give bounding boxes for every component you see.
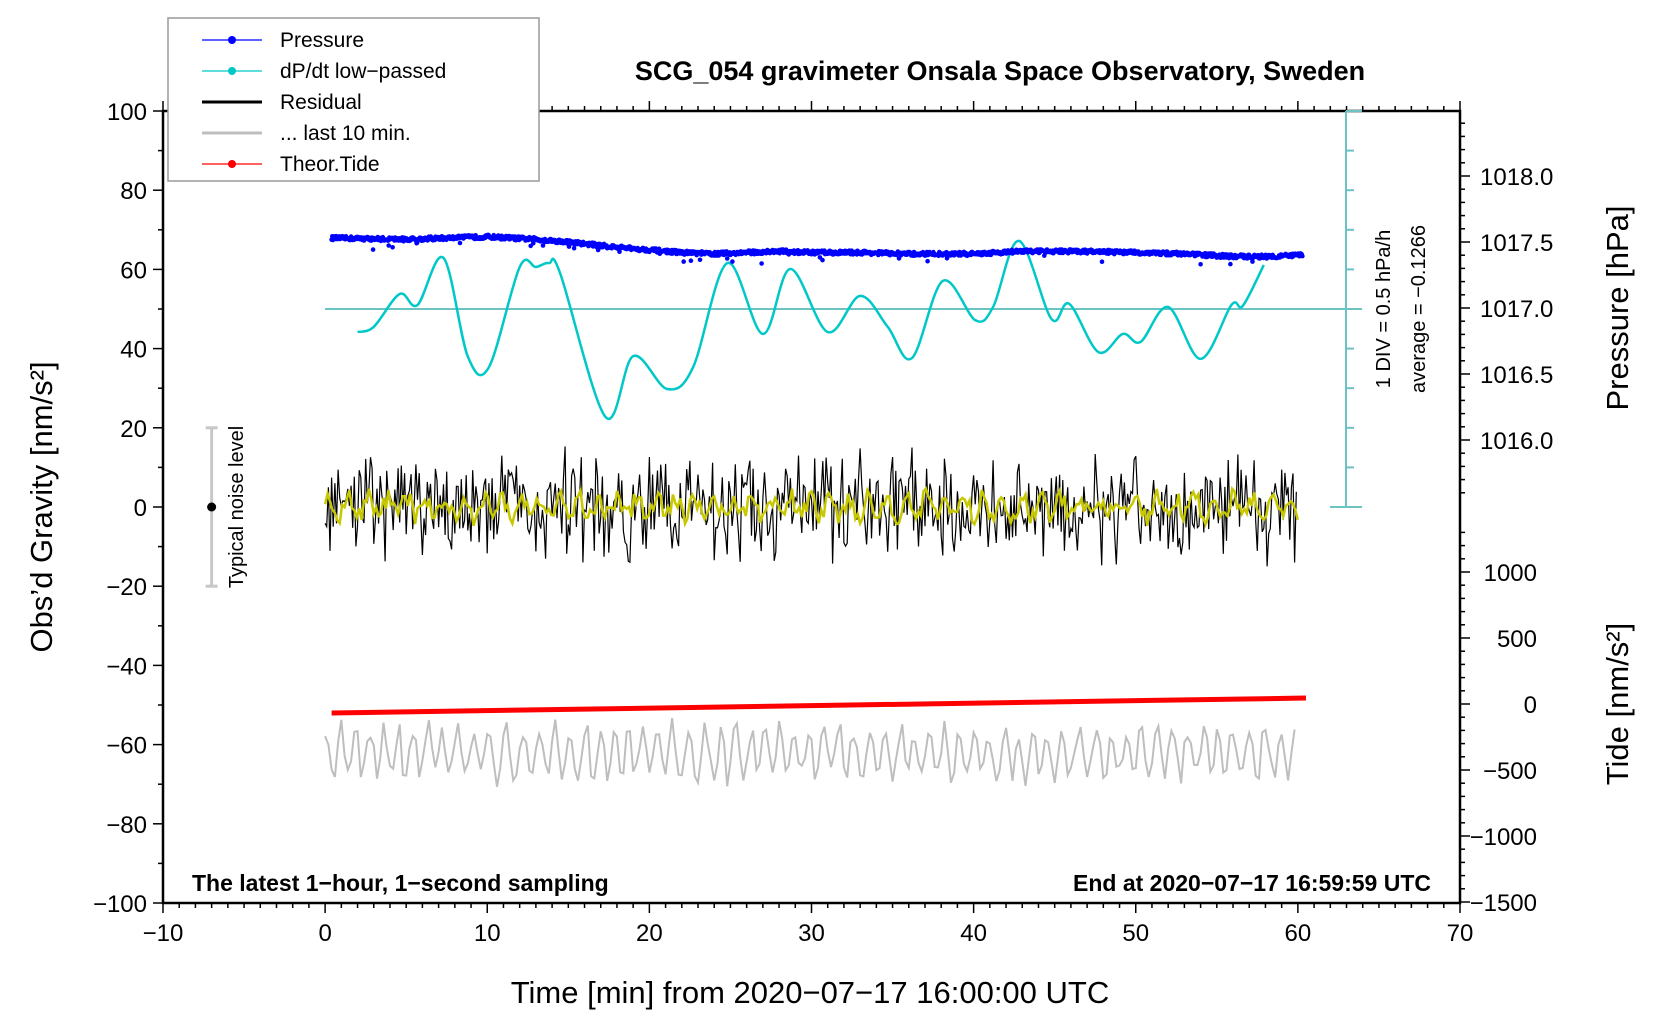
y-tick-label: 40 [120, 337, 147, 364]
pressure-point [566, 244, 572, 249]
y-tick-label: 100 [107, 99, 147, 126]
legend-label: ... last 10 min. [280, 122, 411, 145]
y-tick-label: 20 [120, 416, 147, 443]
x-tick-label: 0 [318, 920, 331, 947]
pressure-tick-label: 1016.5 [1480, 362, 1553, 389]
y-tick-label: −80 [106, 812, 147, 839]
dpdt-average-label: average = −0.1266 [1408, 225, 1430, 393]
tide-tick-label: 500 [1497, 626, 1537, 653]
dpdt-curve [357, 239, 1265, 421]
y-axis-tide: 1000 500 0 −500 −1000 −1500 [1460, 531, 1537, 917]
pressure-tick-label: 1017.5 [1480, 230, 1553, 257]
legend-marker [228, 67, 236, 75]
x-tick-label: 30 [798, 920, 825, 947]
dpdt-div-label: 1 DIV = 0.5 hPa/h [1373, 230, 1395, 388]
tide-tick-label: 1000 [1484, 560, 1537, 587]
pressure-point [688, 258, 694, 264]
x-tick-label: 10 [474, 920, 501, 947]
pressure-tick-label: 1016.0 [1480, 428, 1553, 455]
x-tick-label: 60 [1285, 920, 1312, 947]
dpdt-series [357, 239, 1265, 421]
legend-marker [228, 36, 236, 44]
legend-label: dP/dt low−passed [280, 60, 446, 83]
pressure-point [540, 243, 546, 248]
y-axis-left: 100 80 60 40 20 0 −20 −40 −60 −80 −100 [93, 99, 163, 918]
legend-marker [228, 160, 236, 168]
pressure-point [681, 259, 686, 264]
legend-box [167, 17, 540, 182]
pressure-point [697, 257, 703, 263]
tide-tick-label: −1000 [1470, 824, 1537, 851]
chart-title: SCG_054 gravimeter Onsala Space Observat… [635, 56, 1365, 86]
pressure-point [457, 240, 463, 246]
pressure-tick-label: 1017.0 [1480, 296, 1553, 323]
y-tick-label: 0 [134, 495, 147, 522]
y-tick-label: 60 [120, 257, 147, 284]
pressure-point [386, 243, 392, 248]
legend-label: Residual [280, 91, 362, 114]
last-10-min-line [324, 717, 1296, 787]
noise-level-label: Typical noise level [226, 426, 248, 588]
tide-line [331, 695, 1307, 716]
tide-axis-title: Tide [nm/s²] [1600, 623, 1635, 786]
residual-series [324, 446, 1297, 567]
pressure-point [944, 255, 950, 261]
pressure-point [759, 261, 764, 266]
x-axis-title: Time [min] from 2020−07−17 16:00:00 UTC [511, 975, 1110, 1010]
pressure-point [1198, 262, 1203, 267]
pressure-series [329, 232, 1305, 267]
x-tick-label: −10 [143, 920, 184, 947]
noise-level-bar [205, 426, 218, 588]
pressure-axis-title: Pressure [hPa] [1600, 205, 1635, 410]
x-tick-label: 20 [636, 920, 663, 947]
y-tick-label: −60 [106, 733, 147, 760]
dpdt-scale-bar [325, 110, 1362, 508]
residual-line [324, 446, 1297, 567]
pressure-point [1099, 259, 1105, 265]
tide-tick-label: 0 [1524, 692, 1537, 719]
pressure-point [531, 241, 536, 246]
pressure-point [370, 247, 376, 252]
tide-tick-label: −1500 [1470, 890, 1537, 917]
pressure-point [820, 257, 825, 263]
x-axis: −10 0 10 20 30 40 50 60 70 [143, 101, 1474, 947]
y-tick-label: 80 [120, 178, 147, 205]
x-tick-label: 40 [960, 920, 987, 947]
x-tick-label: 50 [1122, 920, 1149, 947]
y-tick-label: −20 [106, 574, 147, 601]
y-axis-title: Obs’d Gravity [nm/s²] [24, 361, 59, 652]
y-tick-label: −100 [93, 891, 147, 918]
theor-tide-series [331, 695, 1307, 716]
end-time-annotation: End at 2020−07−17 16:59:59 UTC [1073, 870, 1431, 896]
residual-smoothed-line [323, 485, 1300, 529]
pressure-point [1300, 253, 1305, 259]
residual-smoothed-series [323, 485, 1300, 529]
y-tick-label: −40 [106, 653, 147, 680]
pressure-point [571, 245, 577, 251]
pressure-tick-label: 1018.0 [1480, 164, 1553, 191]
pressure-point [617, 249, 622, 254]
tide-tick-label: −500 [1483, 758, 1537, 785]
pressure-point [724, 256, 730, 261]
pressure-point [730, 259, 735, 264]
pressure-point [925, 258, 930, 264]
legend-label: Theor.Tide [280, 153, 380, 176]
last-10-min-series [324, 717, 1296, 787]
sampling-annotation: The latest 1−hour, 1−second sampling [192, 870, 609, 896]
legend-label: Pressure [280, 29, 364, 52]
noise-bar-center-dot [207, 502, 217, 512]
x-tick-label: 70 [1447, 920, 1474, 947]
y-axis-pressure: 1018.0 1017.5 1017.0 1016.5 1016.0 [1460, 122, 1553, 494]
legend: Pressure dP/dt low−passed Residual ... last… [167, 17, 540, 182]
pressure-point [1250, 259, 1255, 264]
pressure-point [1228, 261, 1233, 267]
pressure-point [390, 245, 395, 250]
